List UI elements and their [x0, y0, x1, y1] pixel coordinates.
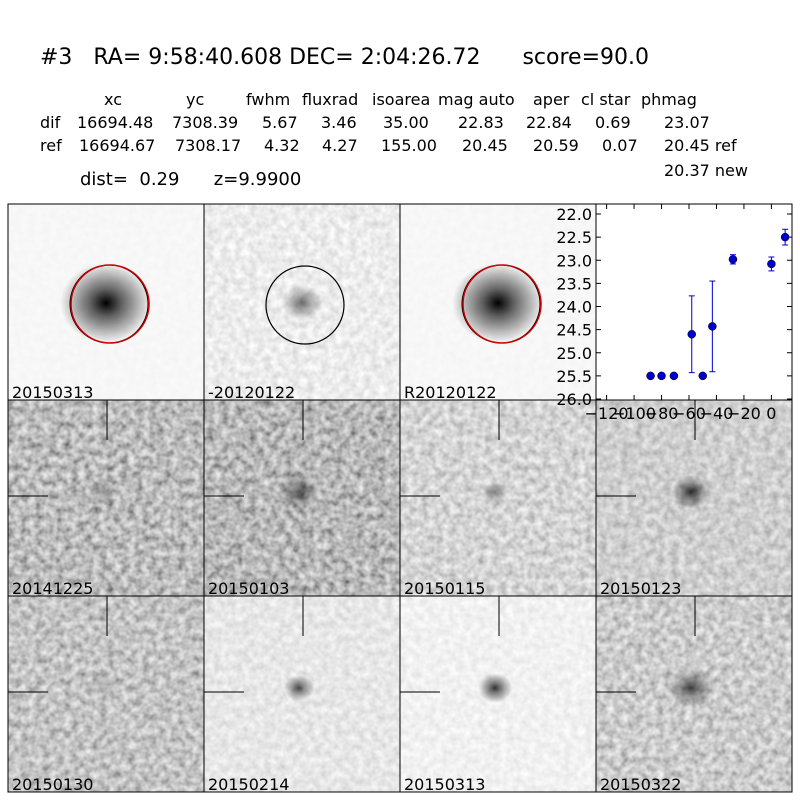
source: [86, 478, 120, 506]
point: [646, 371, 655, 381]
table-cell: 7308.17: [175, 136, 241, 155]
aperture: [70, 264, 150, 344]
stamp-label: -20120122: [208, 383, 295, 402]
table-cell: 7308.39: [172, 113, 238, 132]
table-cell: ref: [40, 136, 62, 155]
stamp-label: 20150115: [404, 579, 485, 598]
x-tick-label: −80: [645, 404, 679, 423]
x-tick-label: −20: [727, 404, 761, 423]
table-cell: 16694.67: [79, 136, 155, 155]
table-cell: 0.07: [602, 136, 638, 155]
y-tick-label: 22.5: [556, 228, 592, 247]
source: [60, 263, 152, 343]
table-cell: 16694.48: [77, 113, 153, 132]
stamps: 20150313 -20120122 R20120122 20141225 201501…: [7, 203, 793, 794]
plot-area: [595, 203, 793, 401]
table-cell: 20.45 ref: [664, 136, 737, 155]
source: [284, 675, 314, 701]
column-header: fluxrad: [302, 90, 358, 109]
table-cell: 20.45: [462, 136, 508, 155]
y-tick-label: 22.0: [556, 205, 592, 224]
table-cell: 0.69: [595, 113, 631, 132]
aperture: [265, 265, 345, 345]
source: [281, 285, 323, 321]
table-cell: 155.00: [381, 136, 437, 155]
summary: dist= 0.29 z=9.9900: [80, 169, 301, 190]
column-header: isoarea: [372, 90, 430, 109]
table-cell: 22.84: [526, 113, 572, 132]
column-header: phmag: [641, 90, 697, 109]
stamp: [8, 596, 204, 792]
point: [780, 232, 790, 242]
stamp-label: 20150130: [12, 775, 93, 794]
title: #3 RA= 9:58:40.608 DEC= 2:04:26.72 score…: [40, 45, 649, 70]
point: [767, 259, 776, 269]
stamp: [204, 400, 400, 596]
stamp: [204, 204, 400, 400]
aperture: [462, 264, 542, 344]
table-cell: 4.27: [322, 136, 358, 155]
y-tick-label: 25.0: [556, 344, 592, 363]
y-tick-label: 24.0: [556, 298, 592, 317]
y-tick-label: 23.5: [556, 274, 592, 293]
stamp-label: 20150214: [208, 775, 289, 794]
x-tick-label: 0: [766, 404, 776, 423]
x-tick-label: −100: [612, 404, 656, 423]
light-curve: 22.0 22.5 23.0 23.5 24.0 24.5 25.0 25.5 26.0−120…: [556, 203, 793, 423]
point: [657, 371, 666, 381]
column-header: aper: [533, 90, 570, 109]
x-tick-label: −40: [700, 404, 734, 423]
point: [669, 371, 679, 381]
source: [86, 674, 120, 702]
stamp: [400, 204, 596, 400]
column-header: xc: [104, 90, 122, 109]
stamp-label: 20141225: [12, 579, 93, 598]
table-cell: 23.07: [664, 113, 710, 132]
column-header: cl star: [581, 90, 631, 109]
y-tick-label: 25.5: [556, 367, 592, 386]
table-cell: 22.83: [458, 113, 504, 132]
x-tick-label: −60: [672, 404, 706, 423]
source: [482, 481, 508, 503]
extra-phmag: 20.37 new: [664, 161, 748, 180]
source: [452, 263, 544, 343]
y-tick-label: 24.5: [556, 321, 592, 340]
source: [668, 668, 714, 708]
stamp-label: 20150123: [600, 579, 681, 598]
stamp-border: [595, 595, 793, 793]
column-header: mag auto: [438, 90, 515, 109]
stamp: [596, 400, 792, 596]
column-header: yc: [186, 90, 204, 109]
stamp-label: 20150322: [600, 775, 681, 794]
table-cell: dif: [40, 113, 61, 132]
y-tick-label: 23.0: [556, 251, 592, 270]
point: [708, 322, 717, 331]
point: [698, 371, 707, 381]
y-tick-label: 26.0: [556, 390, 592, 409]
point: [687, 330, 697, 339]
stamp: [400, 596, 596, 792]
stamp-label: R20120122: [404, 383, 497, 402]
column-header: fwhm: [246, 90, 290, 109]
source: [671, 475, 711, 509]
table-cell: 3.46: [321, 113, 357, 132]
table-cell: 20.59: [533, 136, 579, 155]
stamp-label: 20150103: [208, 579, 289, 598]
stamp: [204, 596, 400, 792]
source: [278, 474, 320, 510]
stamp: [400, 400, 596, 596]
stamp: [596, 596, 792, 792]
stamp: [8, 400, 204, 596]
point: [728, 255, 738, 264]
table-cell: 5.67: [262, 113, 298, 132]
x-tick-label: −120: [585, 404, 629, 423]
table: xc yc fwhm fluxrad isoarea mag auto aper cl sta…: [40, 90, 737, 155]
stamp-label: 20150313: [12, 383, 93, 402]
table-cell: 35.00: [383, 113, 429, 132]
source: [477, 673, 513, 703]
stamp: [8, 204, 204, 400]
table-cell: 4.32: [264, 136, 300, 155]
stamp-label: 20150313: [404, 775, 485, 794]
